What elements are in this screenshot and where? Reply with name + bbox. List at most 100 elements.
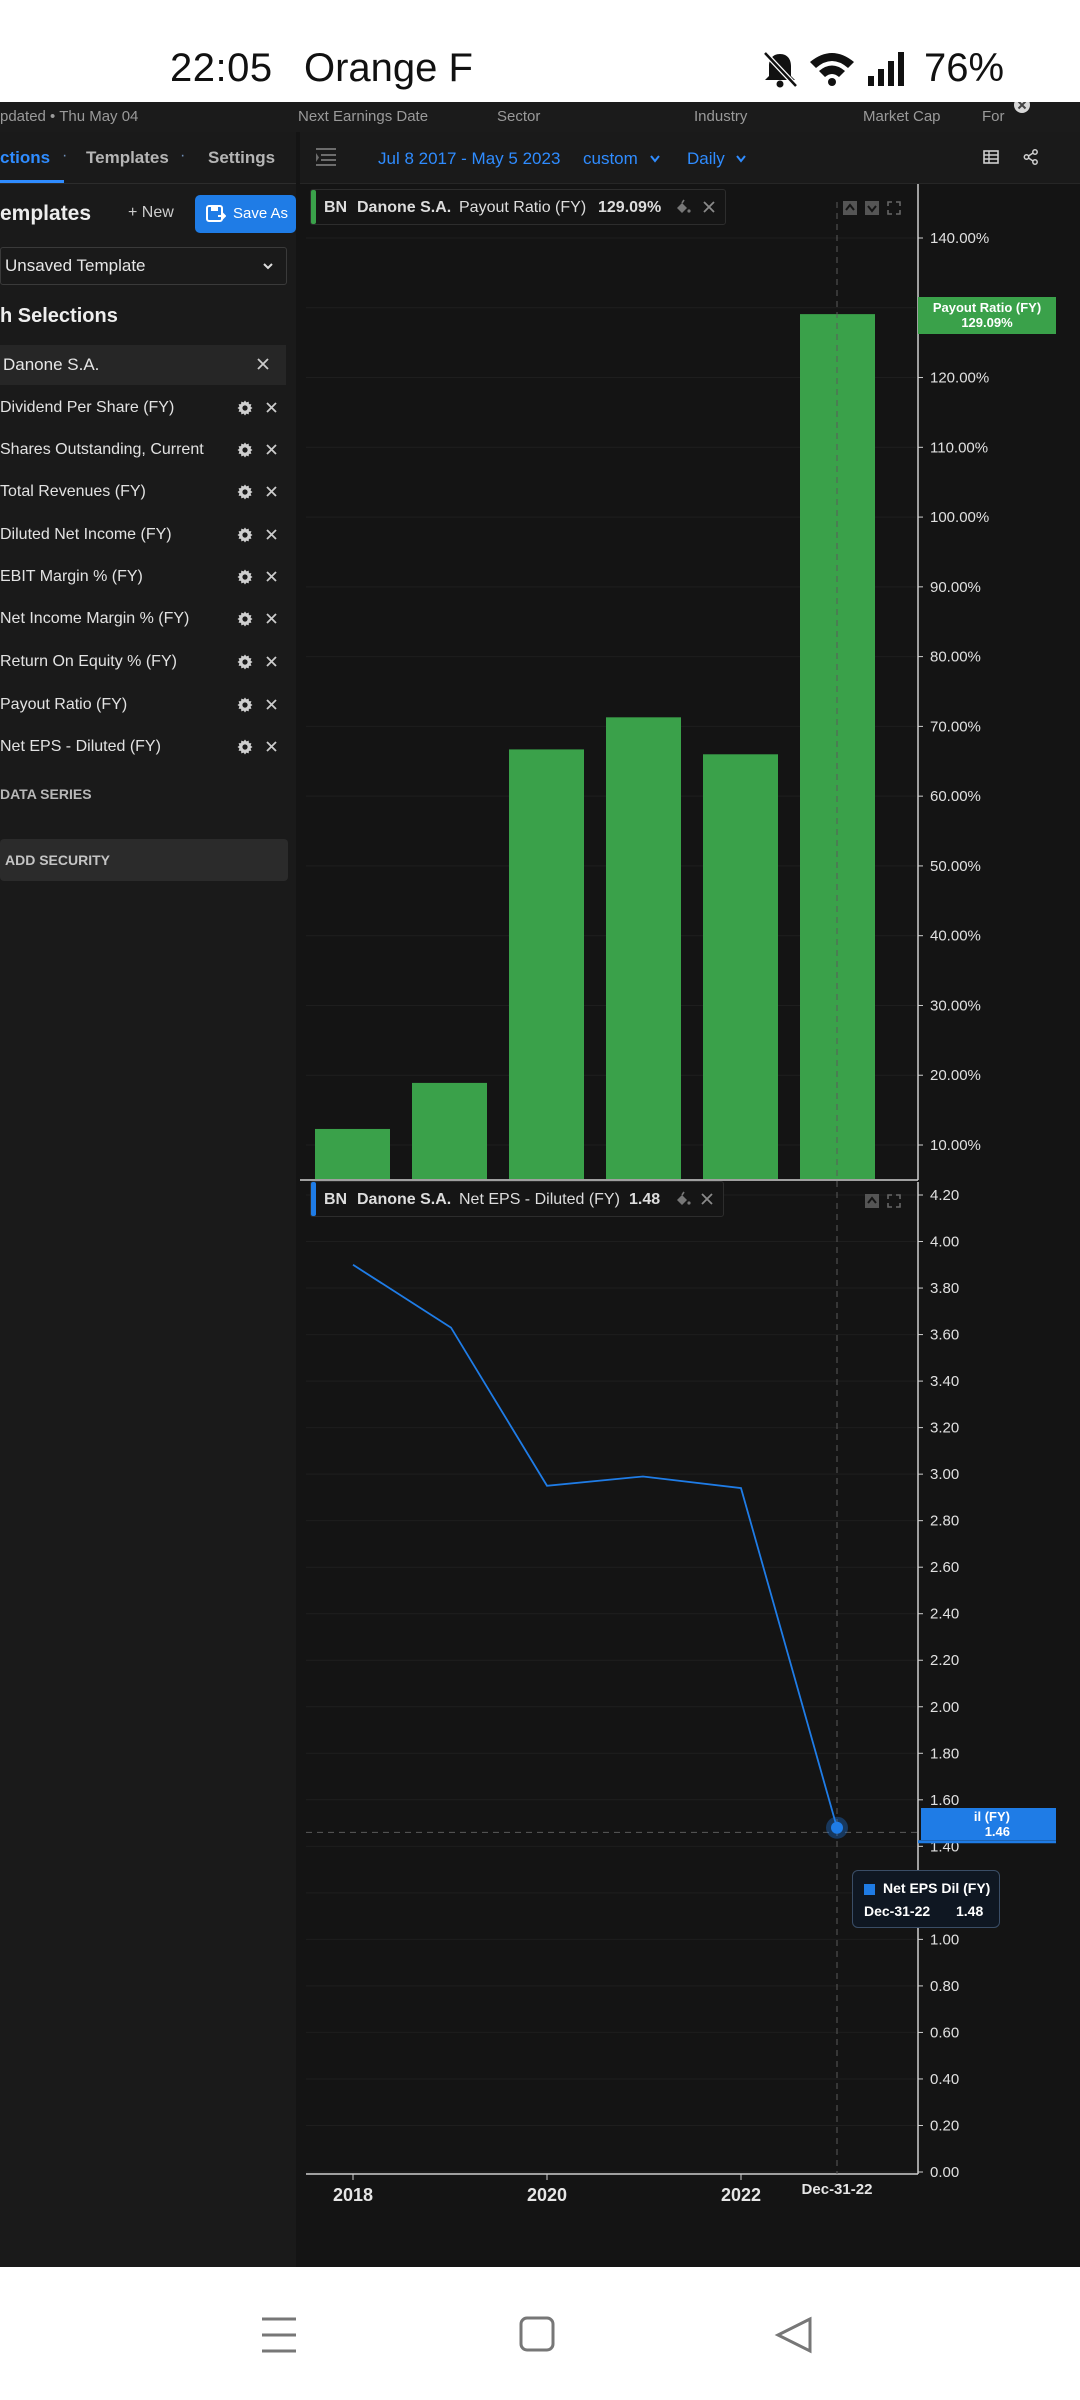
series-label: Payout Ratio (FY)	[0, 696, 128, 713]
close-icon[interactable]	[265, 401, 278, 414]
crosshair-tooltip: Net EPS Dil (FY) Dec-31-22 1.48	[852, 1870, 1000, 1928]
y-tick-label: 90.00%	[930, 579, 981, 596]
move-down-icon[interactable]	[865, 201, 879, 215]
legend-company: Danone S.A.	[357, 199, 452, 216]
series-label: Shares Outstanding, Current	[0, 441, 204, 458]
net-eps-legend[interactable]: BN Danone S.A. Net EPS - Diluted (FY) 1.…	[310, 1181, 724, 1217]
close-icon[interactable]	[265, 570, 278, 583]
app-window: pdated • Thu May 04 Next Earnings Date S…	[0, 102, 1080, 2267]
expand-icon[interactable]	[887, 1194, 901, 1208]
y-tick-label: 2.40	[930, 1606, 959, 1623]
close-icon[interactable]	[265, 698, 278, 711]
chart-area[interactable]: 10.00% 20.00% 30.00% 40.00% 50.00% 60.00% 70.0…	[0, 102, 1080, 2267]
sector-label: Sector	[497, 108, 541, 125]
gear-icon[interactable]	[237, 611, 253, 627]
gear-icon[interactable]	[237, 569, 253, 585]
tag-line: Payout Ratio (FY)	[932, 300, 1042, 315]
template-select[interactable]: Unsaved Template	[0, 247, 287, 285]
paint-icon[interactable]	[675, 199, 691, 215]
y-tick-label: 140.00%	[930, 230, 989, 247]
y-tick-label: 3.20	[930, 1420, 959, 1437]
expand-icon[interactable]	[887, 201, 901, 215]
tab-templates[interactable]: Templates	[86, 148, 169, 167]
signal-icon	[868, 52, 904, 86]
gear-icon[interactable]	[237, 442, 253, 458]
paint-icon[interactable]	[675, 1191, 691, 1207]
save-as-button[interactable]: Save As	[195, 195, 296, 233]
close-icon[interactable]	[265, 655, 278, 668]
home-icon[interactable]	[518, 2315, 556, 2355]
back-icon[interactable]	[774, 2315, 814, 2355]
panel-controls	[843, 201, 901, 215]
close-circle-icon[interactable]	[1013, 102, 1031, 114]
active-tab-indicator	[0, 180, 64, 183]
close-icon[interactable]	[265, 528, 278, 541]
y-tick-label: 1.60	[930, 1792, 959, 1809]
series-row[interactable]: Total Revenues (FY)	[0, 472, 286, 512]
save-as-label: Save As	[233, 205, 289, 222]
security-name: Danone S.A.	[3, 355, 100, 374]
panel-controls	[865, 1194, 901, 1208]
tooltip-value: 1.48	[956, 1903, 984, 1919]
status-bar: 22:05 Orange F 76%	[0, 0, 1080, 102]
close-icon[interactable]	[701, 199, 717, 215]
gear-icon[interactable]	[237, 527, 253, 543]
series-row[interactable]: Net Income Margin % (FY)	[0, 599, 286, 639]
legend-ticker: BN	[324, 1191, 348, 1208]
y-tick-label: 110.00%	[930, 439, 988, 456]
series-row[interactable]: Dividend Per Share (FY)	[0, 388, 286, 428]
interval-dropdown[interactable]: Daily	[687, 149, 725, 168]
y-tick-label: 2.60	[930, 1559, 959, 1576]
table-icon[interactable]	[983, 150, 999, 164]
save-icon	[206, 205, 226, 222]
series-row[interactable]: Shares Outstanding, Current	[0, 430, 286, 470]
move-up-icon[interactable]	[843, 201, 857, 215]
gear-icon[interactable]	[237, 654, 253, 670]
gear-icon[interactable]	[237, 400, 253, 416]
series-row[interactable]: Payout Ratio (FY)	[0, 685, 286, 725]
gear-icon[interactable]	[237, 697, 253, 713]
close-icon[interactable]	[265, 485, 278, 498]
share-icon[interactable]	[1023, 149, 1039, 165]
close-icon[interactable]	[699, 1191, 715, 1207]
close-icon[interactable]	[256, 357, 270, 371]
close-icon[interactable]	[265, 740, 278, 753]
gear-icon[interactable]	[237, 484, 253, 500]
legend-color-bar	[311, 1182, 316, 1216]
add-security-button[interactable]: ADD SECURITY	[0, 839, 288, 881]
tab-selections[interactable]: ctions	[0, 148, 51, 167]
legend-series: Net EPS - Diluted (FY)	[459, 1191, 620, 1208]
series-line	[352, 1264, 838, 1828]
y-tick-label: 30.00%	[930, 997, 981, 1014]
security-row[interactable]: Danone S.A.	[0, 345, 286, 385]
move-up-icon[interactable]	[865, 1194, 879, 1208]
new-template-button[interactable]: + New	[128, 204, 174, 221]
series-label: EBIT Margin % (FY)	[0, 568, 143, 585]
tab-settings[interactable]: Settings	[208, 148, 276, 167]
y-tick-label: 50.00%	[930, 858, 981, 875]
series-label: Net EPS - Diluted (FY)	[0, 738, 161, 755]
payout-ratio-legend[interactable]: BN Danone S.A. Payout Ratio (FY) 129.09%	[310, 189, 726, 225]
gear-icon[interactable]	[237, 739, 253, 755]
x-tick-label: 2018	[333, 2185, 373, 2205]
date-range-selector[interactable]: Jul 8 2017 - May 5 2023	[378, 149, 561, 168]
series-label: Total Revenues (FY)	[0, 483, 146, 500]
y-tick-label: 3.60	[930, 1327, 959, 1344]
series-row[interactable]: Return On Equity % (FY)	[0, 642, 286, 682]
status-time: 22:05	[170, 46, 273, 90]
close-icon[interactable]	[265, 612, 278, 625]
toggle-list-icon[interactable]	[315, 147, 337, 167]
recent-apps-icon[interactable]	[260, 2315, 298, 2355]
y-tick-label: 4.20	[930, 1187, 959, 1204]
close-icon[interactable]	[265, 443, 278, 456]
series-row[interactable]: Net EPS - Diluted (FY)	[0, 727, 286, 767]
y-tick-label: 3.80	[930, 1280, 959, 1297]
y-tick-label: 2.20	[930, 1652, 959, 1669]
series-row[interactable]: EBIT Margin % (FY)	[0, 557, 286, 597]
y-tick-label: 100.00%	[930, 509, 989, 526]
tooltip-title: Net EPS Dil (FY)	[883, 1880, 991, 1896]
y-tick-label: 0.80	[930, 1978, 959, 1995]
range-mode-dropdown[interactable]: custom	[583, 149, 638, 168]
tab-separator: ·	[62, 147, 68, 164]
series-row[interactable]: Diluted Net Income (FY)	[0, 515, 286, 555]
